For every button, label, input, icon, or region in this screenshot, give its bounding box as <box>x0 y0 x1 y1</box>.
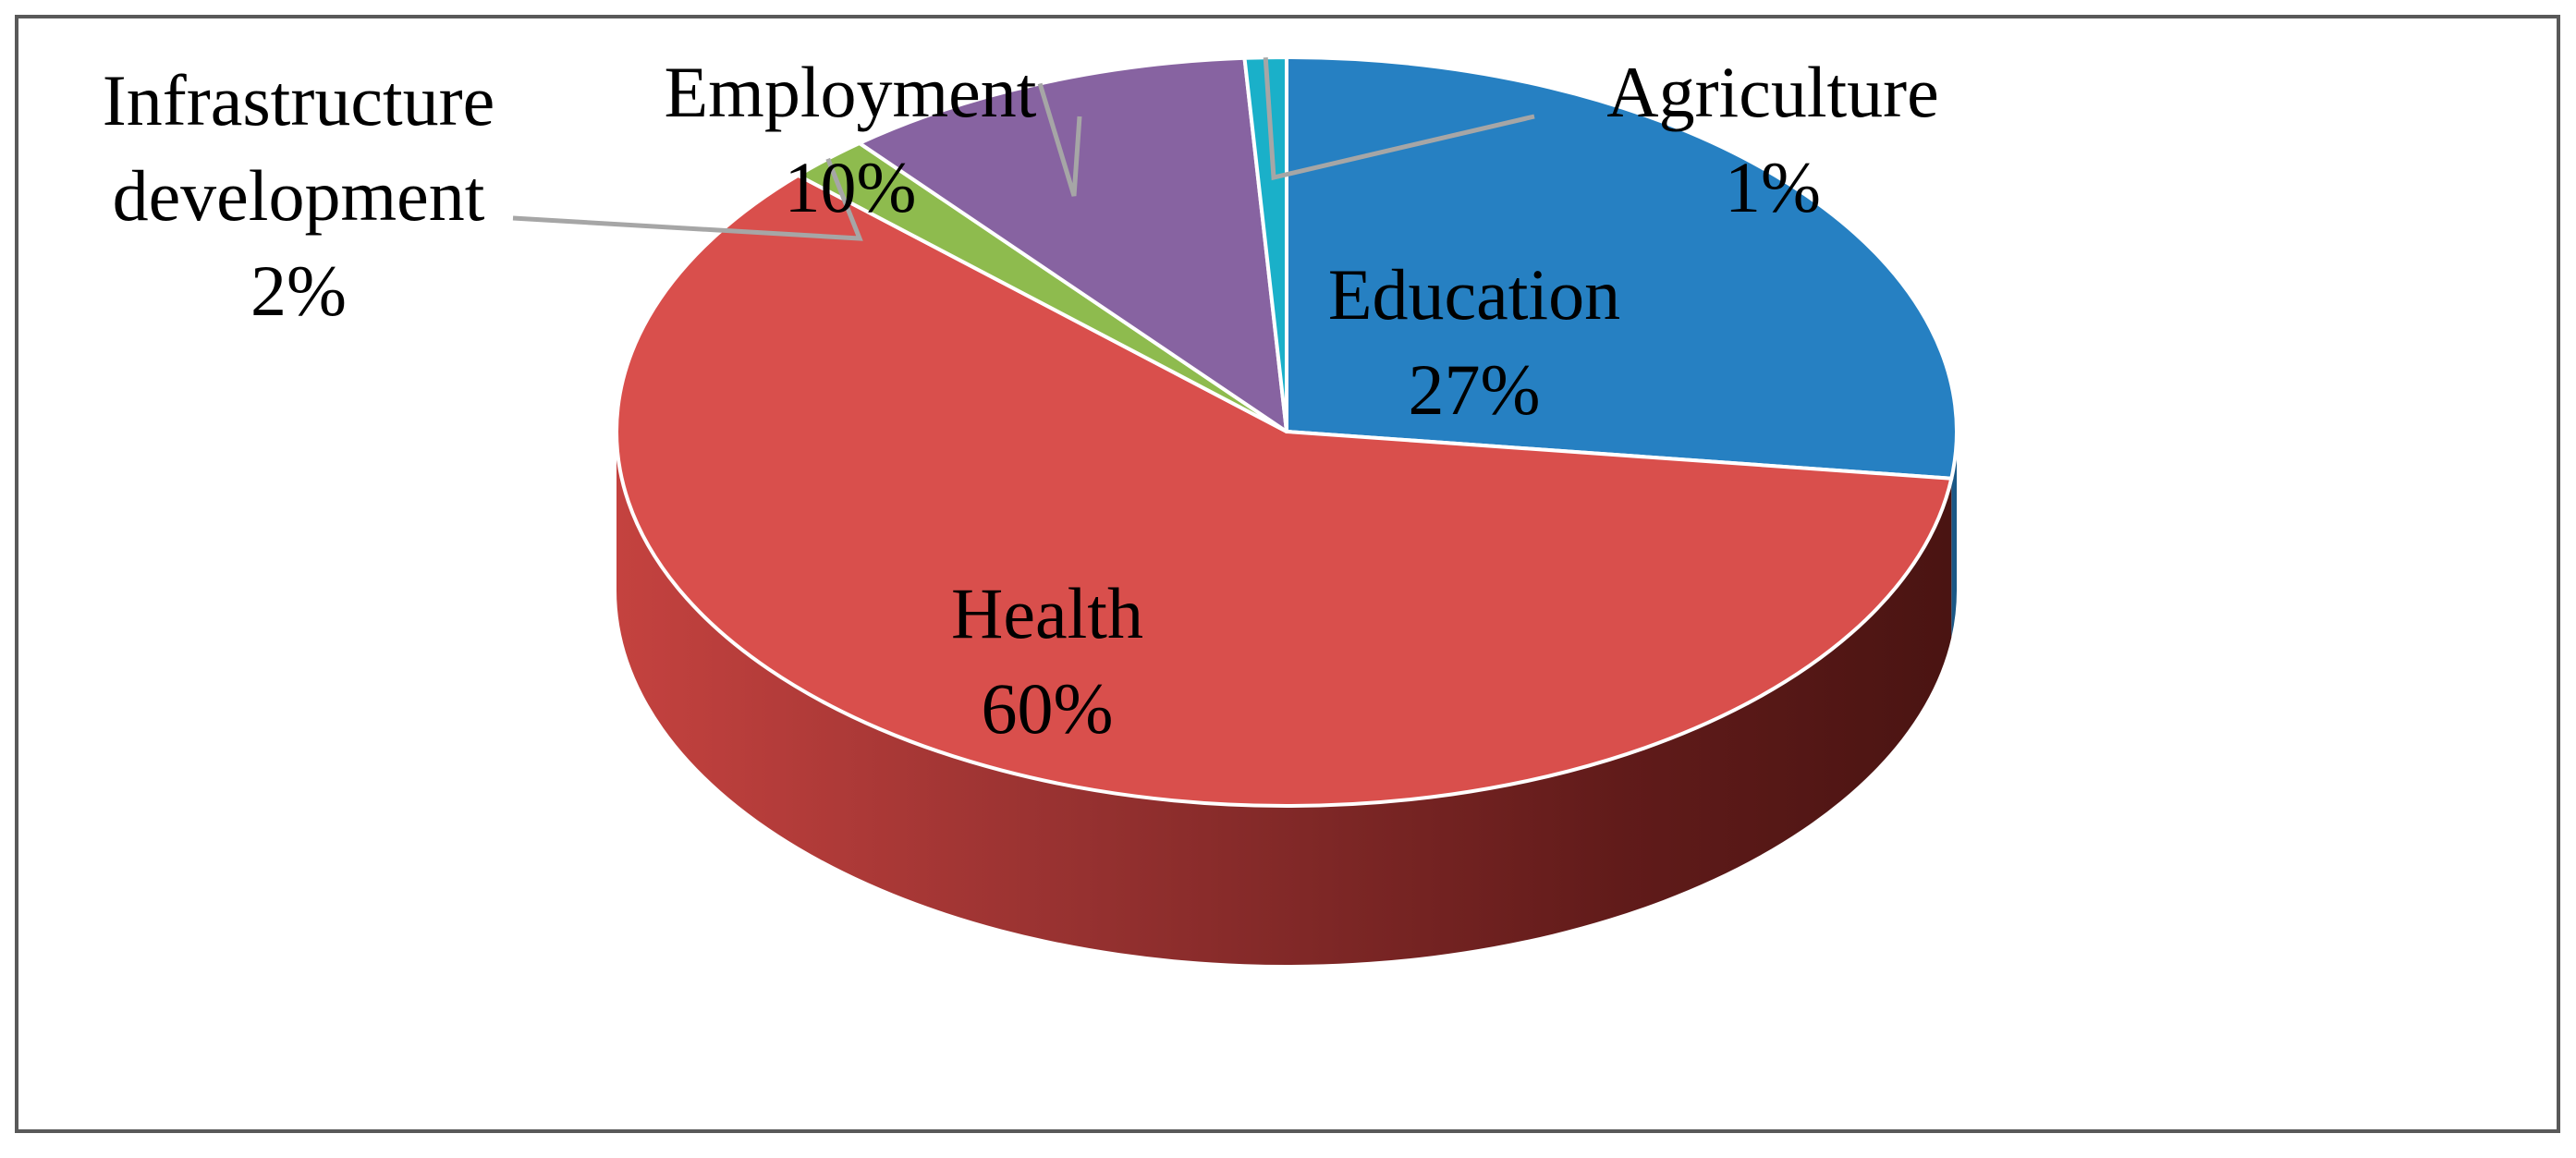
pie-tops-layer <box>615 55 1959 808</box>
pie-sides-layer <box>617 432 1958 966</box>
slice-value-employment: 10% <box>785 147 917 227</box>
slice-label-education: Education <box>1328 254 1620 335</box>
slice-value-agriculture: 1% <box>1725 147 1821 227</box>
slice-value-education: 27% <box>1409 349 1541 430</box>
pie-side-health <box>617 432 1952 966</box>
slice-label-infrastructure-line1: Infrastructure <box>103 60 494 140</box>
pie-slice-health <box>615 173 1954 808</box>
leader-lines-layer <box>512 57 1535 241</box>
slice-value-infrastructure: 2% <box>250 250 347 331</box>
slice-label-infrastructure-line2: development <box>113 155 485 236</box>
pie-side-education <box>1951 432 1958 638</box>
pie-slice-education <box>1285 55 1959 481</box>
slice-label-agriculture: Agriculture <box>1606 52 1939 132</box>
leader-line-agriculture <box>1263 57 1535 181</box>
slice-label-employment: Employment <box>665 52 1037 132</box>
slice-value-health: 60% <box>982 668 1114 749</box>
slice-label-health: Health <box>951 573 1143 653</box>
labels-layer: Education 27% Health 60% Infrastructure … <box>103 52 1939 749</box>
leader-line-infrastructure-development <box>512 157 863 241</box>
leader-line-employment <box>1037 82 1082 197</box>
